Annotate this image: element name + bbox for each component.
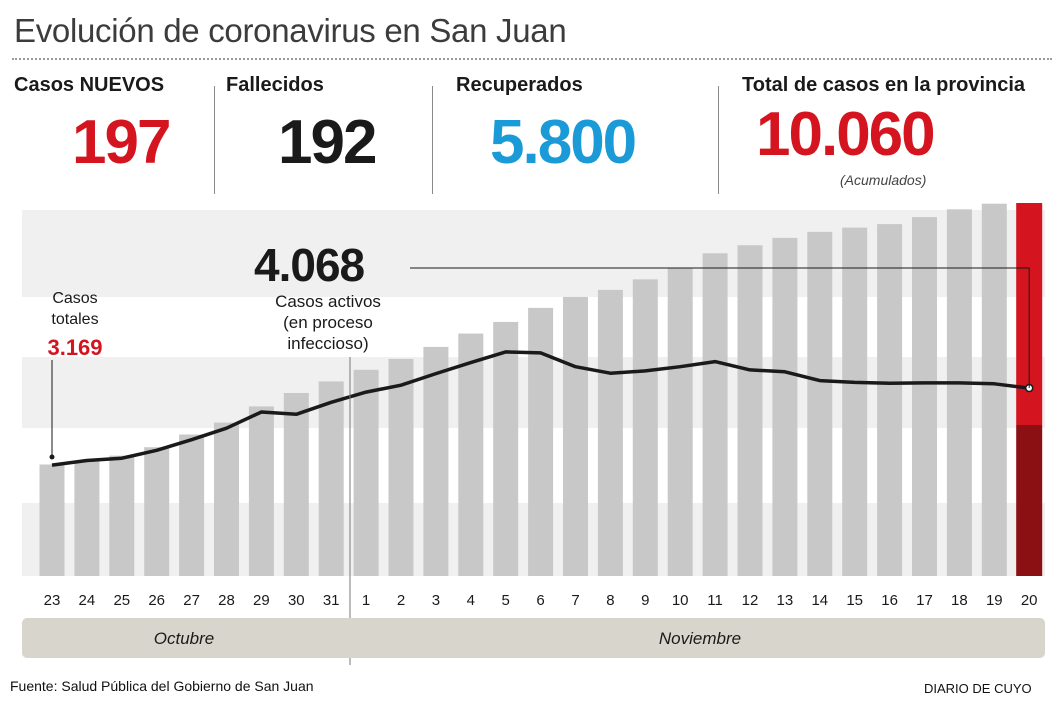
x-tick-label: 31 — [323, 592, 340, 609]
bar — [528, 307, 554, 576]
source-note: Fuente: Salud Pública del Gobierno de Sa… — [10, 678, 314, 694]
bar — [318, 381, 344, 576]
bar — [597, 289, 623, 576]
bar — [423, 346, 449, 576]
total-cases-note: (Acumulados) — [840, 172, 927, 188]
page-title: Evolución de coronavirus en San Juan — [14, 12, 567, 49]
x-tick-label: 16 — [881, 592, 898, 609]
stat-divider — [718, 86, 719, 194]
x-tick-label: 14 — [811, 592, 828, 609]
x-tick-label: 17 — [916, 592, 933, 609]
start-value: 3.169 — [47, 335, 102, 360]
start-label: Casos totales — [51, 290, 98, 328]
x-tick-label: 6 — [536, 592, 544, 609]
x-tick-label: 26 — [148, 592, 165, 609]
chart-band — [22, 210, 1045, 297]
stat-divider — [432, 86, 433, 194]
x-tick-label: 3 — [432, 592, 440, 609]
bar — [981, 203, 1007, 576]
new-cases-value: 197 — [72, 108, 171, 177]
bar — [842, 227, 868, 576]
start-point — [49, 454, 55, 460]
bar — [912, 217, 937, 576]
title-divider — [12, 58, 1052, 60]
recovered-label: Recuperados — [456, 74, 583, 96]
x-tick-label: 23 — [44, 592, 61, 609]
bar — [74, 460, 100, 576]
bar-highlight-active — [1016, 425, 1043, 576]
active-leader-line — [410, 267, 1030, 389]
x-tick-label: 5 — [502, 592, 510, 609]
bar — [109, 455, 135, 576]
month-label: Octubre — [154, 629, 214, 648]
bar — [632, 279, 658, 576]
bar — [388, 358, 414, 576]
x-tick-label: 18 — [951, 592, 968, 609]
bar — [946, 209, 972, 576]
month-band — [22, 618, 1045, 658]
total-cases-value: 10.060 — [756, 100, 936, 169]
x-tick-label: 8 — [606, 592, 614, 609]
recovered-value: 5.800 — [490, 108, 637, 177]
bar — [248, 406, 274, 576]
stat-divider — [214, 86, 215, 194]
month-label: Noviembre — [659, 629, 741, 648]
x-tick-label: 20 — [1021, 592, 1038, 609]
x-tick-label: 13 — [777, 592, 794, 609]
publisher-brand: DIARIO DE CUYO — [924, 681, 1032, 696]
bar — [772, 237, 798, 576]
x-tick-label: 2 — [397, 592, 405, 609]
bar — [458, 333, 484, 576]
x-tick-label: 28 — [218, 592, 235, 609]
x-tick-label: 30 — [288, 592, 305, 609]
x-tick-label: 12 — [742, 592, 759, 609]
bar — [214, 422, 239, 576]
x-tick-label: 25 — [113, 592, 130, 609]
bar — [877, 224, 903, 576]
bar — [283, 393, 309, 576]
x-tick-label: 27 — [183, 592, 200, 609]
bar — [39, 464, 65, 576]
bar — [179, 434, 205, 576]
bar — [807, 231, 833, 576]
bar — [563, 296, 588, 576]
total-cases-label: Total de casos en la provincia — [742, 74, 1026, 96]
active-label: Casos activos (en proceso infeccioso) — [275, 292, 381, 353]
bar — [493, 321, 519, 576]
bar — [737, 245, 763, 576]
x-tick-label: 29 — [253, 592, 270, 609]
bar — [702, 253, 728, 576]
x-tick-label: 24 — [79, 592, 96, 609]
deaths-label: Fallecidos — [226, 74, 324, 96]
x-tick-label: 10 — [672, 592, 689, 609]
x-tick-label: 9 — [641, 592, 649, 609]
x-tick-label: 19 — [986, 592, 1003, 609]
deaths-value: 192 — [278, 108, 377, 177]
active-cases-line — [51, 350, 1030, 467]
x-tick-label: 11 — [707, 592, 723, 609]
active-value: 4.068 — [254, 239, 365, 291]
x-tick-label: 15 — [846, 592, 863, 609]
x-tick-label: 1 — [362, 592, 370, 609]
x-tick-label: 7 — [571, 592, 579, 609]
x-tick-label: 4 — [467, 592, 475, 609]
new-cases-label: Casos NUEVOS — [14, 74, 165, 96]
bar — [353, 369, 379, 576]
bar — [667, 268, 693, 576]
bar — [144, 447, 170, 576]
